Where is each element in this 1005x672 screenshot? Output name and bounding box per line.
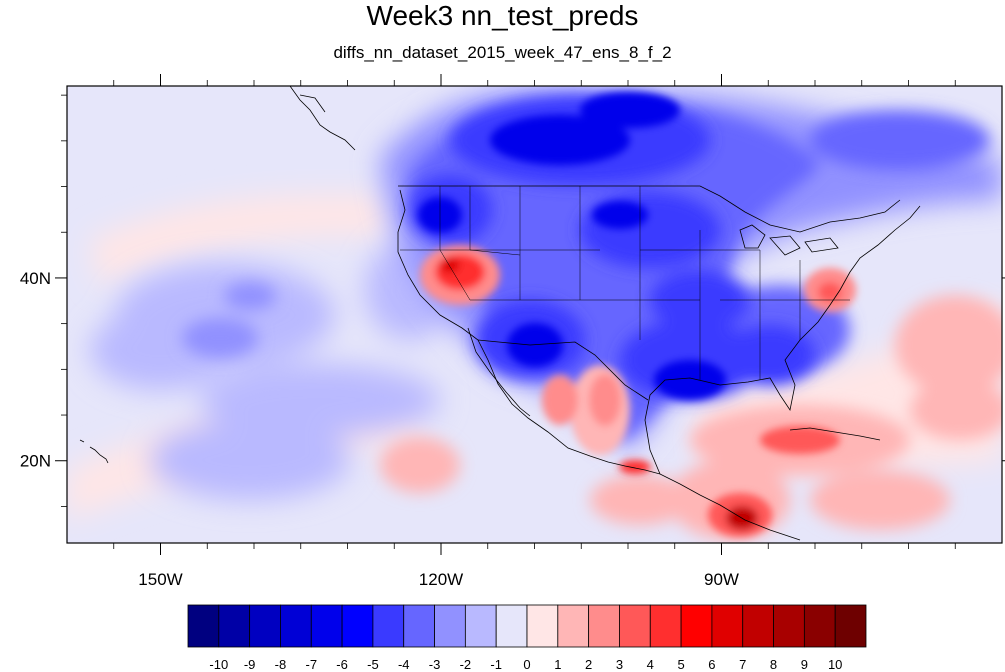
plot-title: Week3 nn_test_preds <box>366 0 639 31</box>
west-coast-line <box>397 189 661 475</box>
us-mexico-border <box>477 339 649 401</box>
colorbar-label: 5 <box>677 657 684 672</box>
colorbar-label: -2 <box>460 657 472 672</box>
colorbar-swatch <box>403 604 435 648</box>
colorbar-label: -7 <box>305 657 317 672</box>
warm-ocean-patches <box>380 295 1002 540</box>
colorbar-swatch <box>495 604 528 648</box>
colorbar-swatch <box>619 604 651 648</box>
gulf-coast-line <box>644 205 921 475</box>
warm-great-basin <box>420 245 500 305</box>
colorbar-label: 7 <box>739 657 746 672</box>
state-borders <box>400 186 850 380</box>
colorbar-swatch <box>372 604 405 648</box>
colorbar-label: -5 <box>367 657 379 672</box>
pacific-medium-blue-patch <box>182 282 276 358</box>
colorbar-swatch <box>434 604 466 648</box>
anomaly-field <box>67 86 1002 543</box>
lon-tick-label: 90W <box>704 570 739 589</box>
colorbar-label: -6 <box>336 657 348 672</box>
colorbar-label: 1 <box>554 657 561 672</box>
lat-tick-label: 20N <box>20 452 51 471</box>
warm-mexico <box>542 365 651 474</box>
colorbar-label: 8 <box>770 657 777 672</box>
colorbar-swatch <box>218 604 251 648</box>
colorbar: -10 -9 -8 -7 -6 -5 -4 -3 -2 -1 0 1 2 3 4 5 6 7 8 9 10 <box>187 604 867 672</box>
colorbar-label: -4 <box>398 657 410 672</box>
colorbar-label: 2 <box>585 657 592 672</box>
colorbar-swatch <box>310 604 343 648</box>
lon-tick-label: 150W <box>138 570 182 589</box>
colorbar-label: 3 <box>616 657 623 672</box>
colorbar-label: -3 <box>429 657 441 672</box>
colorbar-swatch <box>280 604 312 648</box>
colorbar-swatch <box>773 604 805 648</box>
colorbar-swatch <box>680 604 713 648</box>
colorbar-swatch <box>526 604 559 648</box>
central-america-coast <box>659 473 801 541</box>
colorbar-swatch <box>249 604 281 648</box>
colorbar-label: -10 <box>209 657 228 672</box>
colorbar-swatch <box>464 604 497 648</box>
colorbar-swatch <box>742 604 774 648</box>
cuba-coast <box>789 427 881 441</box>
colorbar-label: 4 <box>647 657 654 672</box>
baja-line <box>467 327 531 417</box>
great-lakes <box>739 224 839 256</box>
colorbar-label: -8 <box>275 657 287 672</box>
colorbar-swatch <box>557 604 590 648</box>
lon-tick-label: 120W <box>419 570 463 589</box>
colorbar-swatch <box>187 604 220 648</box>
colorbar-label: -9 <box>244 657 256 672</box>
colorbar-label: 6 <box>708 657 715 672</box>
colorbar-swatch <box>834 604 867 648</box>
colorbar-label: 0 <box>523 657 530 672</box>
warm-mid-atlantic <box>804 268 856 312</box>
colorbar-label: 9 <box>801 657 808 672</box>
colorbar-swatch <box>803 604 836 648</box>
colorbar-label: -1 <box>490 657 502 672</box>
colorbar-swatch <box>588 604 620 648</box>
lat-tick-label: 40N <box>20 269 51 288</box>
alaska-coast <box>289 86 356 151</box>
cold-anomaly-core <box>418 92 726 400</box>
axis-ticks: 150W 120W 90W 40N 20N <box>20 74 1005 589</box>
coastlines-and-borders <box>79 86 921 541</box>
hawaii-islands <box>79 439 109 464</box>
colorbar-swatch <box>341 604 374 648</box>
plot-subtitle: diffs_nn_dataset_2015_week_47_ens_8_f_2 <box>333 43 672 62</box>
us-canada-border <box>398 185 901 233</box>
colorbar-label: 10 <box>828 657 842 672</box>
colorbar-swatch <box>649 604 682 648</box>
colorbar-swatch <box>711 604 744 648</box>
